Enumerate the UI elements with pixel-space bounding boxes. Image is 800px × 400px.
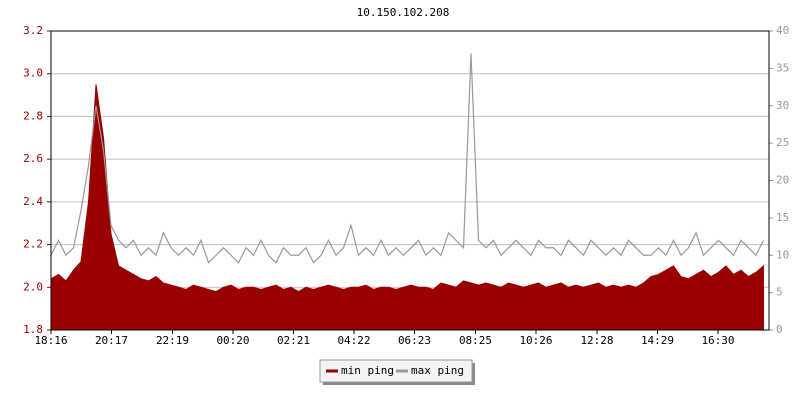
y-tick-label: 2.0 — [23, 280, 43, 293]
x-tick-label: 12:28 — [580, 334, 613, 347]
y2-tick-label: 25 — [776, 136, 789, 149]
x-tick-label: 22:19 — [156, 334, 189, 347]
legend-label: max ping — [411, 364, 464, 377]
x-tick-label: 10:26 — [519, 334, 552, 347]
y2-tick-label: 30 — [776, 99, 789, 112]
y-tick-label: 2.8 — [23, 109, 43, 122]
y-tick-label: 1.8 — [23, 323, 43, 336]
y2-tick-label: 40 — [776, 24, 789, 37]
y2-tick-label: 15 — [776, 211, 789, 224]
x-tick-label: 20:17 — [95, 334, 128, 347]
y2-tick-label: 5 — [776, 286, 783, 299]
min-ping-area — [50, 84, 764, 331]
y-tick-label: 2.6 — [23, 152, 43, 165]
x-tick-label: 14:29 — [641, 334, 674, 347]
y-tick-label: 3.0 — [23, 67, 43, 80]
y2-tick-label: 35 — [776, 61, 789, 74]
plot-frame — [50, 30, 770, 331]
x-tick-label: 02:21 — [277, 334, 310, 347]
x-tick-label: 16:30 — [701, 334, 734, 347]
x-tick-label: 18:16 — [34, 334, 67, 347]
max-ping-line — [50, 53, 765, 264]
y2-tick-label: 10 — [776, 248, 789, 261]
legend-label: min ping — [341, 364, 394, 377]
x-tick-label: 04:22 — [337, 334, 370, 347]
x-tick-label: 00:20 — [216, 334, 249, 347]
x-tick-label: 08:25 — [459, 334, 492, 347]
y-tick-label: 3.2 — [23, 24, 43, 37]
y-tick-label: 2.2 — [23, 238, 43, 251]
y-tick-label: 2.4 — [23, 195, 43, 208]
chart-title: 10.150.102.208 — [357, 6, 450, 19]
y2-tick-label: 0 — [776, 323, 783, 336]
x-tick-label: 06:23 — [398, 334, 431, 347]
y2-tick-label: 20 — [776, 174, 789, 187]
